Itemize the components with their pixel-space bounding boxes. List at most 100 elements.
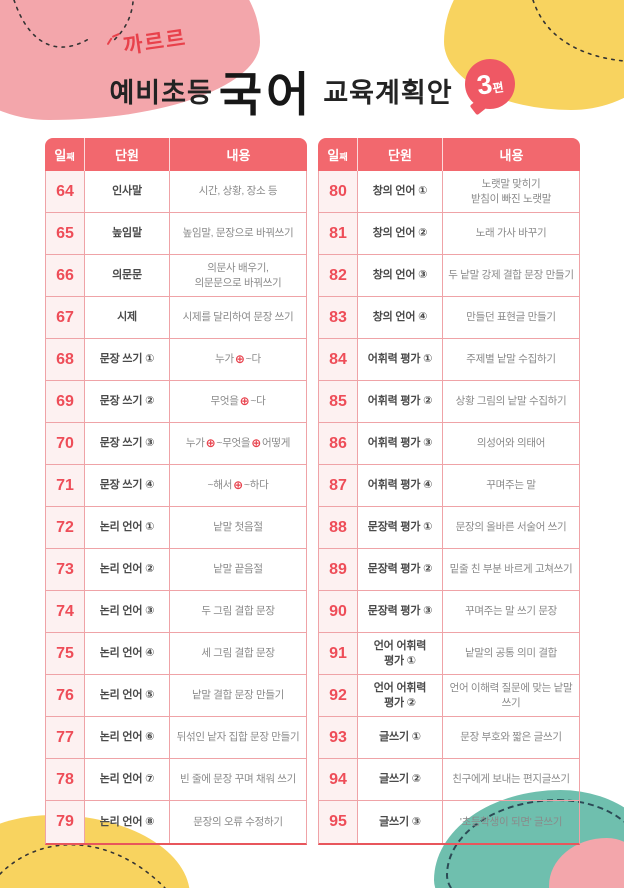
content-cell: 상황 그림의 낱말 수집하기 (455, 395, 567, 408)
day-cell: 72 (46, 507, 85, 548)
unit-cell: 문장 쓰기 ④ (85, 465, 170, 506)
unit-cell: 논리 언어 ③ (85, 591, 170, 632)
day-cell: 87 (319, 465, 358, 506)
unit-cell: 인사말 (85, 171, 170, 212)
table-row: 66 의문문 의문사 배우기, 의문문으로 바꿔쓰기 (46, 255, 306, 297)
title-prefix: 예비초등 (109, 78, 213, 108)
table-row: 90 문장력 평가 ③ 꾸며주는 말 쓰기 문장 (319, 591, 579, 633)
unit-cell: 어휘력 평가 ① (358, 339, 443, 380)
day-cell: 74 (46, 591, 85, 632)
day-cell: 65 (46, 213, 85, 254)
unit-cell: 문장 쓰기 ① (85, 339, 170, 380)
table-row: 74 논리 언어 ③ 두 그림 결합 문장 (46, 591, 306, 633)
day-cell: 67 (46, 297, 85, 338)
table-row: 76 논리 언어 ⑤ 낱말 결합 문장 만들기 (46, 675, 306, 717)
table-row: 79 논리 언어 ⑧ 문장의 오류 수정하기 (46, 801, 306, 843)
unit-cell: 창의 언어 ③ (358, 255, 443, 296)
table-row: 69 문장 쓰기 ② 무엇을 ⊕ ~다 (46, 381, 306, 423)
table-row: 68 문장 쓰기 ① 누가 ⊕ ~다 (46, 339, 306, 381)
table-row: 70 문장 쓰기 ③ 누가 ⊕ ~무엇을 ⊕ 어떻게 (46, 423, 306, 465)
content-cell: 시제를 달리하여 문장 쓰기 (182, 311, 294, 324)
unit-cell: 논리 언어 ⑧ (85, 801, 170, 843)
day-cell: 80 (319, 171, 358, 212)
day-cell: 66 (46, 255, 85, 296)
unit-cell: 창의 언어 ① (358, 171, 443, 212)
content-cell: 노래 가사 바꾸기 (475, 227, 547, 240)
content-cell: 노랫말 맞히기 받침이 빠진 노랫말 (470, 178, 552, 205)
volume-number: 3 (474, 67, 494, 100)
content-cell: 주제별 낱말 수집하기 (466, 353, 556, 366)
day-cell: 82 (319, 255, 358, 296)
header-content: 내용 (226, 148, 251, 163)
header-unit: 단원 (85, 138, 170, 171)
content-cell: 빈 줄에 문장 꾸며 채워 쓰기 (179, 773, 297, 786)
day-cell: 93 (319, 717, 358, 758)
unit-cell: 글쓰기 ③ (358, 801, 443, 843)
content-cell: 문장의 올바른 서술어 쓰기 (455, 521, 567, 534)
unit-cell: 의문문 (85, 255, 170, 296)
content-cell: 누가 ⊕ ~다 (215, 352, 261, 367)
circled-plus-icon: ⊕ (239, 394, 250, 409)
day-cell: 76 (46, 675, 85, 716)
day-cell: 86 (319, 423, 358, 464)
table-row: 80 창의 언어 ① 노랫말 맞히기 받침이 빠진 노랫말 (319, 171, 579, 213)
unit-cell: 논리 언어 ⑥ (85, 717, 170, 758)
header-content: 내용 (499, 148, 524, 163)
unit-cell: 어휘력 평가 ④ (358, 465, 443, 506)
content-cell: 꾸며주는 말 (486, 479, 536, 492)
content-cell: 낱말 끝음절 (213, 563, 263, 576)
content-cell: 만들던 표현글 만들기 (466, 311, 556, 324)
volume-badge: 3 편 (461, 55, 518, 112)
table-row: 72 논리 언어 ① 낱말 첫음절 (46, 507, 306, 549)
content-cell: 무엇을 ⊕ ~다 (210, 394, 266, 409)
day-cell: 83 (319, 297, 358, 338)
content-cell: 낱말 첫음절 (213, 521, 263, 534)
content-cell: 두 그림 결합 문장 (201, 605, 275, 618)
day-cell: 91 (319, 633, 358, 674)
unit-cell: 시제 (85, 297, 170, 338)
unit-cell: 어휘력 평가 ③ (358, 423, 443, 464)
unit-cell: 문장 쓰기 ② (85, 381, 170, 422)
volume-suffix: 편 (491, 79, 505, 95)
table-row: 86 어휘력 평가 ③ 의성어와 의태어 (319, 423, 579, 465)
unit-cell: 글쓰기 ① (358, 717, 443, 758)
day-cell: 85 (319, 381, 358, 422)
unit-cell: 창의 언어 ② (358, 213, 443, 254)
table-row: 77 논리 언어 ⑥ 뒤섞인 낱자 집합 문장 만들기 (46, 717, 306, 759)
table-row: 81 창의 언어 ② 노래 가사 바꾸기 (319, 213, 579, 255)
circled-plus-icon: ⊕ (205, 436, 216, 451)
header-unit: 단원 (358, 138, 443, 171)
table-row: 82 창의 언어 ③ 두 낱말 강제 결합 문장 만들기 (319, 255, 579, 297)
content-cell: 두 낱말 강제 결합 문장 만들기 (448, 269, 574, 282)
day-cell: 70 (46, 423, 85, 464)
day-cell: 64 (46, 171, 85, 212)
table-row: 92 언어 어휘력 평가 ② 언어 이해력 질문에 맞는 낱말 쓰기 (319, 675, 579, 717)
day-cell: 71 (46, 465, 85, 506)
day-cell: 84 (319, 339, 358, 380)
day-cell: 81 (319, 213, 358, 254)
content-cell: 낱말의 공통 의미 결합 (464, 647, 558, 660)
day-cell: 79 (46, 801, 85, 843)
unit-cell: 문장력 평가 ③ (358, 591, 443, 632)
table-row: 95 글쓰기 ③ '초등학생이 되면' 글쓰기 (319, 801, 579, 843)
content-cell: 세 그림 결합 문장 (201, 647, 275, 660)
unit-cell: 논리 언어 ⑦ (85, 759, 170, 800)
content-cell: 뒤섞인 낱자 집합 문장 만들기 (176, 731, 300, 744)
day-cell: 90 (319, 591, 358, 632)
title-suffix: 교육계획안 (323, 78, 453, 108)
unit-cell: 창의 언어 ④ (358, 297, 443, 338)
content-cell: 시간, 상황, 장소 등 (198, 185, 278, 198)
day-cell: 73 (46, 549, 85, 590)
content-cell: 높임말, 문장으로 바꿔쓰기 (182, 227, 294, 240)
table-row: 94 글쓰기 ② 친구에게 보내는 편지글쓰기 (319, 759, 579, 801)
table-row: 73 논리 언어 ② 낱말 끝음절 (46, 549, 306, 591)
unit-cell: 논리 언어 ④ (85, 633, 170, 674)
day-cell: 89 (319, 549, 358, 590)
